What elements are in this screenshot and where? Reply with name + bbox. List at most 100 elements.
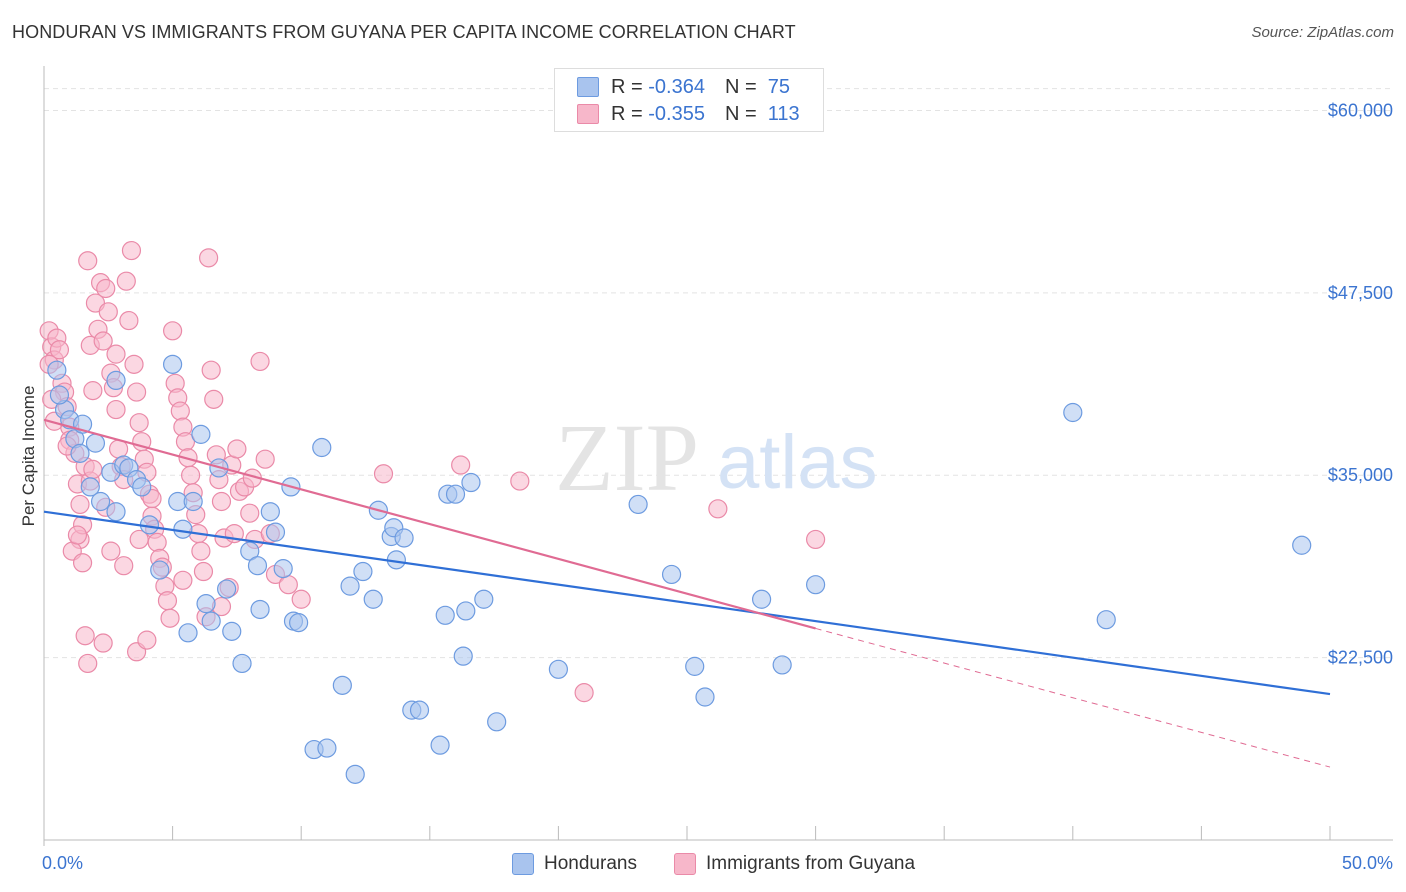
guyana-point	[255, 449, 275, 469]
guyana-point	[106, 399, 126, 420]
honduran-point	[409, 700, 430, 720]
honduran-point	[191, 424, 211, 444]
honduran-point	[70, 443, 90, 463]
honduran-point	[685, 656, 705, 676]
guyana-point	[93, 633, 113, 653]
guyana-point	[106, 344, 126, 364]
honduran-point	[772, 655, 792, 675]
guyana-point	[173, 570, 193, 590]
guyana-point	[70, 494, 90, 515]
legend-swatch-hondurans	[577, 77, 599, 97]
guyana-point	[98, 302, 118, 322]
guyana-point	[163, 321, 183, 341]
legend-r-label: R =	[611, 75, 643, 98]
guyana-point	[124, 354, 144, 374]
honduran-point	[47, 360, 67, 380]
honduran-point	[661, 564, 682, 585]
legend-r-value: -0.364	[648, 75, 705, 98]
honduran-point	[1096, 610, 1116, 630]
legend-n-label: N =	[724, 102, 757, 125]
guyana-point	[93, 331, 113, 351]
guyana-point	[201, 360, 221, 380]
legend-n-label: N =	[724, 75, 757, 98]
honduran-point	[106, 370, 126, 390]
honduran-point	[289, 613, 309, 633]
honduran-point	[273, 559, 293, 579]
guyana-point	[160, 608, 180, 628]
honduran-point	[695, 687, 715, 707]
correlation-legend: R = -0.364 N = 75 R = -0.355 N = 113	[554, 68, 824, 132]
legend-r-value: -0.355	[648, 102, 705, 125]
y-axis-label: Per Capita Income	[19, 386, 38, 527]
guyana-point	[278, 575, 298, 595]
honduran-point	[456, 601, 476, 621]
guyana-point	[291, 589, 311, 609]
honduran-point	[353, 561, 373, 582]
legend-swatch-guyana	[577, 104, 599, 124]
honduran-trend-line	[43, 510, 1331, 696]
honduran-point	[132, 477, 152, 497]
honduran-point	[247, 556, 268, 576]
guyana-point	[78, 653, 98, 674]
honduran-point	[250, 599, 270, 620]
honduran-point	[222, 621, 242, 641]
honduran-points	[47, 354, 1312, 784]
guyana-point	[204, 389, 224, 409]
guyana-point	[119, 310, 139, 331]
honduran-point	[312, 437, 332, 458]
guyana-point	[574, 683, 594, 703]
honduran-point	[345, 764, 365, 784]
guyana-point	[191, 541, 211, 561]
guyana-point	[116, 271, 136, 291]
honduran-point	[183, 491, 203, 512]
honduran-point	[196, 594, 216, 614]
honduran-point	[317, 738, 337, 758]
honduran-point	[805, 575, 826, 595]
honduran-point	[106, 502, 126, 522]
legend-n-value: 113	[767, 102, 800, 125]
honduran-point	[150, 560, 170, 580]
honduran-point	[628, 494, 648, 515]
guyana-point	[126, 382, 147, 402]
honduran-point	[217, 579, 237, 599]
watermark: ZIP atlas	[555, 404, 878, 511]
guyana-point	[170, 401, 190, 421]
guyana-point	[708, 499, 728, 519]
chart-title: HONDURAN VS IMMIGRANTS FROM GUYANA PER C…	[12, 22, 796, 42]
guyana-point	[227, 439, 247, 459]
bottom-legend-guyana: Immigrants from Guyana	[674, 851, 915, 877]
y-tick-label: $35,000	[1328, 465, 1393, 485]
honduran-point	[332, 675, 352, 695]
bottom-legend-swatch-guyana	[674, 853, 696, 875]
guyana-point	[101, 541, 121, 561]
legend-row-guyana: R = -0.355 N = 113	[577, 102, 800, 126]
guyana-point	[157, 591, 178, 611]
watermark-zip: ZIP	[555, 404, 699, 511]
honduran-point	[453, 646, 473, 666]
guyana-point	[181, 465, 201, 485]
guyana-point	[240, 503, 260, 523]
honduran-point	[49, 385, 70, 405]
honduran-point	[487, 712, 507, 732]
guyana-point	[199, 248, 219, 268]
guyana-trend-extension	[815, 627, 1331, 768]
honduran-point	[90, 491, 111, 512]
guyana-point	[211, 491, 232, 512]
source-label: Source: ZipAtlas.com	[1251, 24, 1394, 41]
guyana-point	[121, 240, 142, 261]
guyana-point	[83, 381, 103, 401]
legend-row-hondurans: R = -0.364 N = 75	[577, 75, 790, 99]
y-tick-label: $47,500	[1328, 283, 1393, 303]
x-tick-label-max: 50.0%	[1342, 853, 1393, 873]
legend-r-label: R =	[611, 102, 643, 125]
honduran-point	[435, 605, 455, 625]
honduran-point	[394, 528, 414, 548]
guyana-point	[75, 626, 95, 646]
watermark-atlas: atlas	[717, 420, 878, 505]
guyana-point	[510, 471, 530, 491]
honduran-point	[173, 519, 193, 539]
grid-lines	[44, 88, 1393, 659]
x-tick-label-min: 0.0%	[42, 853, 83, 873]
honduran-point	[363, 589, 383, 609]
legend-n-value: 75	[767, 75, 791, 98]
